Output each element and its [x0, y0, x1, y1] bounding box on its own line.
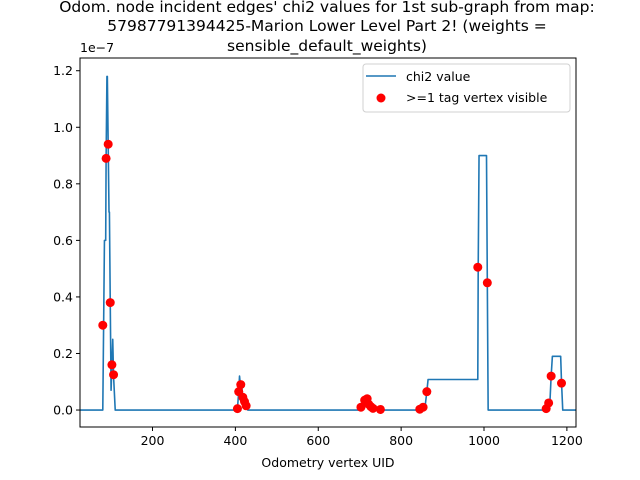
legend-frame	[362, 63, 571, 113]
chart-title: Odom. node incident edges' chi2 values f…	[59, 0, 595, 56]
tag-visible-point-27	[557, 378, 566, 388]
tag-visible-point-17	[368, 403, 378, 413]
tag-visible-point-21	[422, 387, 432, 397]
axes-frame	[79, 57, 577, 428]
y-tick-label-5: 1.0	[53, 120, 73, 135]
tag-visible-point-12	[356, 402, 366, 412]
tag-visible-point-5	[109, 370, 119, 380]
y-tick-label-4: 0.8	[53, 176, 73, 191]
tag-visible-point-6	[232, 404, 242, 414]
plot-area	[79, 57, 577, 428]
x-tick-label-200: 200	[141, 433, 165, 448]
y-tick-label-2: 0.4	[53, 289, 73, 304]
x-axis-label: Odometry vertex UID	[261, 455, 394, 470]
tag-visible-point-18	[375, 404, 385, 414]
tag-visible-point-23	[482, 278, 492, 288]
tag-visible-point-22	[473, 262, 483, 272]
tag-visible-point-4	[107, 360, 117, 370]
x-tick-label-1000: 1000	[468, 433, 500, 448]
chart-title-line-3: sensible_default_weights)	[227, 37, 427, 56]
legend-label-tag-visible: >=1 tag vertex visible	[406, 90, 548, 105]
tag-visible-point-25	[544, 398, 554, 408]
y-offset-label: 1e−7	[80, 40, 114, 55]
x-tick-label-600: 600	[306, 433, 330, 448]
tag-visible-point-8	[236, 380, 246, 390]
x-tick-label-800: 800	[389, 433, 413, 448]
x-tick-label-1200: 1200	[551, 433, 583, 448]
tag-visible-point-0	[98, 320, 108, 330]
x-tick-label-400: 400	[223, 433, 247, 448]
chart-title-line-2: 57987791394425-Marion Lower Level Part 2…	[107, 17, 546, 35]
y-tick-label-3: 0.6	[53, 233, 73, 248]
legend-label-chi2: chi2 value	[406, 69, 471, 84]
legend-dot-swatch	[376, 93, 386, 103]
y-axis-ticks: 0.0 0.2 0.4 0.6 0.8 1.0 1.2	[53, 63, 80, 418]
tag-visible-point-1	[101, 153, 111, 163]
y-tick-label-0: 0.0	[53, 403, 73, 418]
y-tick-label-1: 0.2	[53, 346, 73, 361]
legend: chi2 value >=1 tag vertex visible	[362, 63, 571, 113]
chart-title-line-1: Odom. node incident edges' chi2 values f…	[59, 0, 595, 16]
tag-visible-point-11	[241, 401, 251, 411]
y-tick-label-6: 1.2	[53, 63, 73, 78]
tag-visible-point-3	[105, 298, 115, 308]
tag-visible-point-20	[418, 402, 428, 412]
x-axis-ticks: 200 400 600 800 1000 1200	[141, 427, 583, 448]
tag-visible-point-26	[546, 371, 556, 381]
tag-visible-point-2	[103, 139, 113, 149]
